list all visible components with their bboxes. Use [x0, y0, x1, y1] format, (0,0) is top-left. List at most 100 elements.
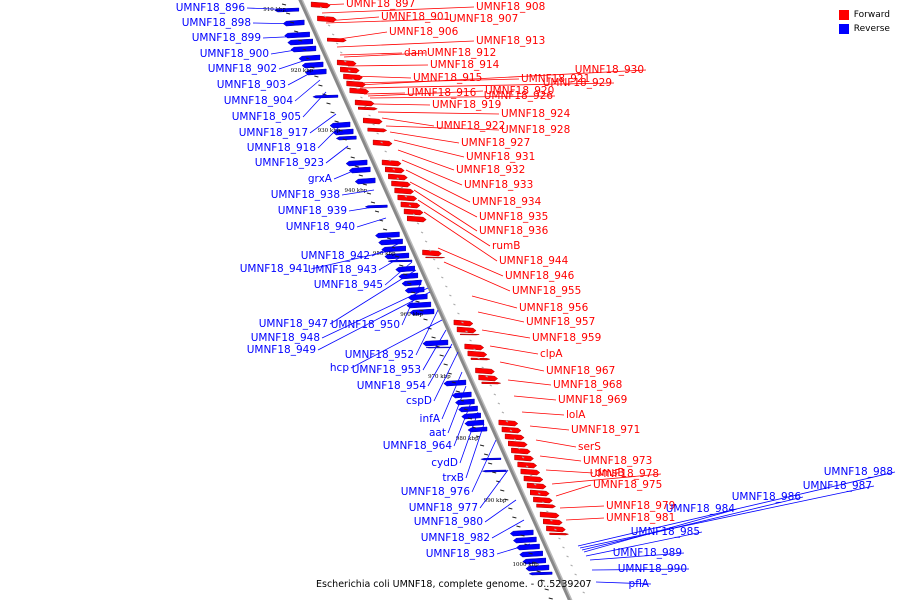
- forward-gene-label[interactable]: UMNF18_927: [461, 137, 530, 149]
- reverse-gene-label[interactable]: UMNF18_942: [301, 250, 370, 262]
- reverse-gene-label[interactable]: UMNF18_900: [200, 48, 269, 60]
- forward-gene-label[interactable]: UMNF18_920: [485, 85, 554, 97]
- forward-gene-label[interactable]: serS: [578, 441, 601, 453]
- reverse-gene-label[interactable]: UMNF18_948: [251, 332, 320, 344]
- reverse-gene-label[interactable]: UMNF18_902: [208, 63, 277, 75]
- forward-gene-label[interactable]: UMNF18_924: [501, 108, 571, 120]
- forward-gene-label[interactable]: dmsB: [595, 467, 625, 479]
- forward-gene-label[interactable]: UMNF18_935: [479, 211, 548, 223]
- forward-gene-label[interactable]: UMNF18_906: [389, 26, 459, 38]
- forward-gene-label[interactable]: rumB: [492, 240, 520, 252]
- reverse-gene-label[interactable]: trxB: [442, 472, 464, 484]
- reverse-gene-label[interactable]: UMNF18_985: [631, 526, 700, 538]
- reverse-gene-label[interactable]: UMNF18_903: [217, 79, 286, 91]
- forward-gene-label[interactable]: UMNF18_957: [526, 316, 595, 328]
- reverse-gene-label[interactable]: UMNF18_923: [255, 157, 324, 169]
- forward-gene-label[interactable]: UMNF18_944: [499, 255, 569, 267]
- reverse-gene-label[interactable]: UMNF18_988: [824, 466, 893, 478]
- forward-gene-label[interactable]: UMNF18_930: [575, 64, 644, 76]
- forward-gene-label[interactable]: UMNF18_914: [430, 59, 500, 71]
- reverse-gene-label[interactable]: cydD: [431, 457, 458, 469]
- reverse-gene-label[interactable]: UMNF18_904: [224, 95, 294, 107]
- reverse-gene-label[interactable]: UMNF18_984: [666, 503, 736, 515]
- reverse-gene-label[interactable]: UMNF18_940: [286, 221, 355, 233]
- reverse-gene-label[interactable]: infA: [420, 413, 441, 425]
- reverse-gene-label[interactable]: pflA: [629, 578, 650, 590]
- forward-gene-label[interactable]: UMNF18_969: [558, 394, 627, 406]
- forward-gene-label[interactable]: UMNF18_915: [413, 72, 482, 84]
- reverse-gene-label[interactable]: UMNF18_989: [613, 547, 682, 559]
- reverse-gene-label[interactable]: UMNF18_977: [409, 502, 478, 514]
- reverse-gene-label[interactable]: UMNF18_898: [182, 17, 251, 29]
- forward-gene-label[interactable]: UMNF18_955: [512, 285, 581, 297]
- forward-gene-label[interactable]: UMNF18_897: [346, 0, 415, 10]
- reverse-gene-label[interactable]: UMNF18_954: [357, 380, 427, 392]
- forward-gene-label[interactable]: clpA: [540, 348, 563, 360]
- reverse-gene-label[interactable]: UMNF18_896: [176, 2, 246, 14]
- forward-gene-label[interactable]: UMNF18_981: [606, 512, 675, 524]
- feature-tick: [364, 105, 367, 108]
- reverse-gene-label[interactable]: UMNF18_899: [192, 32, 261, 44]
- reverse-gene-label[interactable]: UMNF18_905: [232, 111, 301, 123]
- forward-gene-label[interactable]: UMNF18_978: [590, 468, 659, 480]
- reverse-gene-label[interactable]: UMNF18_952: [345, 349, 414, 361]
- forward-gene-label[interactable]: UMNF18_929: [543, 77, 612, 89]
- reverse-gene-label[interactable]: UMNF18_990: [618, 563, 687, 575]
- reverse-gene-label[interactable]: UMNF18_949: [247, 344, 316, 356]
- forward-gene-label[interactable]: UMNF18_979: [606, 500, 675, 512]
- forward-gene-label[interactable]: UMNF18_956: [519, 302, 589, 314]
- forward-gene-label[interactable]: UMNF18_946: [505, 270, 575, 282]
- forward-gene-label[interactable]: UMNF18_913: [476, 35, 545, 47]
- feature-tick: [399, 264, 404, 267]
- reverse-gene-label[interactable]: UMNF18_964: [383, 440, 453, 452]
- forward-gene-label[interactable]: UMNF18_912: [427, 47, 496, 59]
- reverse-gene-label[interactable]: UMNF18_943: [308, 264, 377, 276]
- forward-gene-label[interactable]: UMNF18_975: [593, 479, 662, 491]
- reverse-gene-block: [481, 469, 507, 473]
- forward-gene-label[interactable]: UMNF18_922: [436, 120, 505, 132]
- forward-gene-label[interactable]: UMNF18_901: [381, 11, 450, 23]
- forward-gene-label[interactable]: UMNF18_926: [484, 90, 554, 102]
- reverse-gene-label[interactable]: UMNF18_950: [331, 319, 400, 331]
- forward-gene-label[interactable]: UMNF18_934: [472, 196, 542, 208]
- forward-gene-label[interactable]: UMNF18_967: [546, 365, 615, 377]
- reverse-gene-label[interactable]: UMNF18_941: [240, 263, 309, 275]
- forward-gene: [367, 127, 388, 133]
- reverse-gene-label[interactable]: UMNF18_953: [352, 364, 421, 376]
- reverse-gene-label[interactable]: aat: [429, 427, 446, 439]
- forward-gene-label[interactable]: UMNF18_968: [553, 379, 622, 391]
- reverse-gene-label[interactable]: UMNF18_986: [732, 491, 802, 503]
- forward-gene-label[interactable]: UMNF18_919: [432, 99, 501, 111]
- reverse-gene-label[interactable]: grxA: [308, 173, 333, 185]
- reverse-gene-label[interactable]: hcp: [330, 362, 349, 374]
- forward-gene-label[interactable]: UMNF18_921: [521, 73, 590, 85]
- forward-gene-label[interactable]: UMNF18_931: [466, 151, 535, 163]
- forward-gene-label[interactable]: UMNF18_932: [456, 164, 525, 176]
- forward-gene-label[interactable]: UMNF18_928: [501, 124, 570, 136]
- forward-gene-label[interactable]: UMNF18_973: [583, 455, 652, 467]
- reverse-leader-line: [491, 519, 525, 539]
- forward-gene-label[interactable]: lolA: [566, 409, 586, 421]
- forward-gene-label[interactable]: UMNF18_916: [407, 87, 477, 99]
- forward-gene-label[interactable]: UMNF18_933: [464, 179, 533, 191]
- forward-gene: [533, 496, 553, 504]
- reverse-gene-label[interactable]: UMNF18_918: [247, 142, 316, 154]
- reverse-gene-label[interactable]: UMNF18_982: [421, 532, 490, 544]
- reverse-gene-label[interactable]: UMNF18_945: [314, 279, 383, 291]
- reverse-gene-label[interactable]: UMNF18_976: [401, 486, 471, 498]
- reverse-gene-label[interactable]: UMNF18_939: [278, 205, 347, 217]
- reverse-gene-label[interactable]: UMNF18_947: [259, 318, 328, 330]
- forward-gene-label[interactable]: UMNF18_907: [449, 13, 518, 25]
- forward-gene-label[interactable]: UMNF18_908: [476, 1, 545, 13]
- forward-gene-label[interactable]: UMNF18_959: [532, 332, 601, 344]
- forward-gene: [358, 106, 378, 111]
- forward-gene-label[interactable]: UMNF18_971: [571, 424, 640, 436]
- reverse-gene-label[interactable]: UMNF18_980: [414, 516, 483, 528]
- reverse-gene-label[interactable]: UMNF18_987: [803, 480, 872, 492]
- reverse-gene-label[interactable]: UMNF18_938: [271, 189, 340, 201]
- reverse-gene-label[interactable]: UMNF18_983: [426, 548, 495, 560]
- reverse-gene-label[interactable]: cspD: [406, 395, 432, 407]
- forward-gene-label[interactable]: UMNF18_936: [479, 225, 549, 237]
- forward-gene-label[interactable]: dam: [404, 47, 427, 59]
- reverse-gene-label[interactable]: UMNF18_917: [239, 127, 308, 139]
